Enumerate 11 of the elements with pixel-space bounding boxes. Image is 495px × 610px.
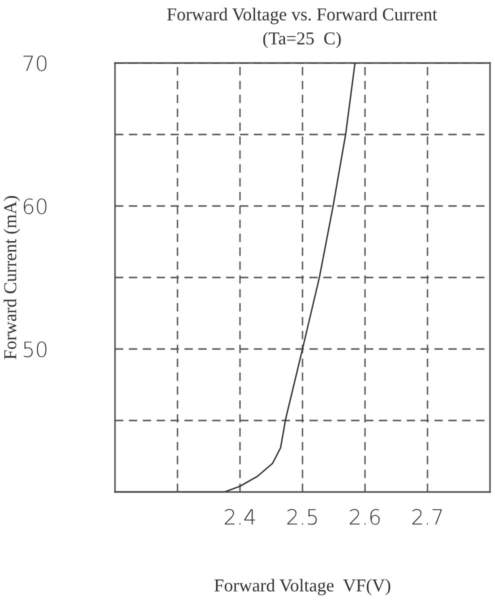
y-tick-label: 70	[24, 55, 46, 72]
x-tick-label: 2.7	[412, 509, 442, 524]
x-tick-label: 2.6	[350, 509, 380, 525]
y-tick-label: 60	[24, 198, 46, 214]
y-tick-label: 50	[24, 341, 46, 358]
x-tick-label: 2.5	[287, 509, 317, 525]
y-axis-title: Forward Current (mA)	[4, 196, 20, 360]
x-axis-title: Forward Voltage VF(V)	[214, 578, 390, 596]
chart-title: Forward Voltage vs. Forward Current	[167, 8, 438, 24]
x-tick-label: 2.4	[224, 509, 255, 524]
chart-subtitle: (Ta=25 C)	[263, 32, 341, 48]
